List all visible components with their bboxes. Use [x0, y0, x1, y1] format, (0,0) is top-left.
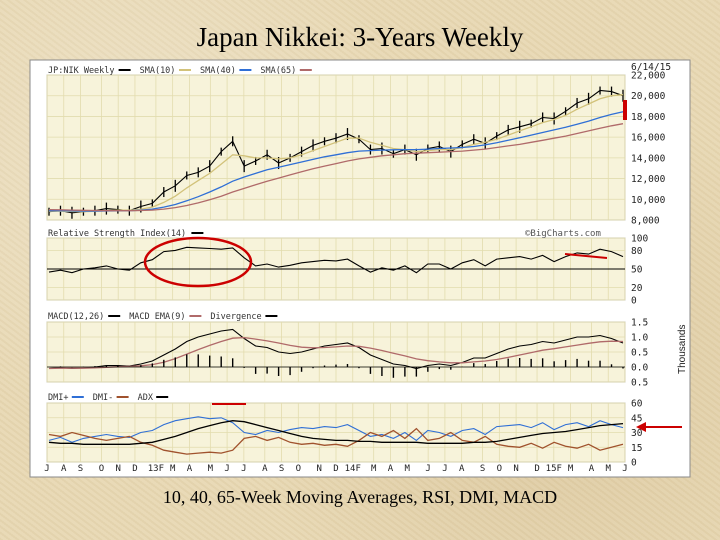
- x-axis-label: M: [568, 464, 574, 474]
- rsi-ytick-label: 80: [631, 246, 643, 257]
- macd-ytick-label: 1.0: [631, 333, 648, 344]
- x-axis-label: J: [425, 464, 430, 474]
- rsi-ytick-label: 0: [631, 296, 637, 307]
- dmi-legend-label: DMI-: [93, 393, 113, 403]
- x-axis-label: J: [622, 464, 627, 474]
- x-axis-label: A: [589, 464, 595, 474]
- price-series-sma-65-: [48, 123, 624, 212]
- rsi-highlight-ellipse: [143, 236, 253, 288]
- dmi-ytick-label: 30: [631, 428, 643, 439]
- x-axis-label: S: [480, 464, 485, 474]
- rsi-legend-label: Relative Strength Index(14): [48, 229, 186, 239]
- x-axis-label: M: [606, 464, 612, 474]
- macd-series-macd-12-26-: [48, 328, 624, 370]
- rsi-ytick-label: 50: [631, 265, 643, 276]
- slide-title: Japan Nikkei: 3-Years Weekly: [196, 22, 524, 52]
- x-axis-label: M: [404, 464, 410, 474]
- price-legend-label: SMA(40): [200, 66, 236, 76]
- dmi-ytick-label: 15: [631, 443, 642, 454]
- macd-ytick-label: 1.5: [631, 318, 648, 329]
- dmi-series-dmi-: [48, 416, 624, 443]
- price-legend-label: SMA(65): [260, 66, 296, 76]
- dmi-arrow-head: [636, 422, 646, 432]
- price-legend-label: JP:NIK Weekly: [48, 66, 115, 76]
- x-axis-label: O: [296, 464, 301, 474]
- x-axis-label: A: [61, 464, 67, 474]
- x-axis-label: D: [132, 464, 137, 474]
- x-axis-label: A: [459, 464, 465, 474]
- rsi-watermark: ©BigCharts.com: [525, 229, 601, 239]
- x-axis-label: 13F: [148, 464, 164, 474]
- dmi-ytick-label: 45: [631, 413, 642, 424]
- price-series-sma-10-: [49, 94, 624, 213]
- x-axis-label: A: [187, 464, 193, 474]
- dmi-series-adx: [48, 420, 624, 445]
- macd-unit-label: Thousands: [677, 325, 688, 374]
- price-ytick-label: 20,000: [631, 91, 666, 102]
- rsi-ytick-label: 100: [631, 234, 648, 245]
- macd-legend-label: MACD EMA(9): [129, 312, 185, 322]
- dmi-legend-label: DMI+: [48, 393, 68, 403]
- price-ytick-label: 10,000: [631, 195, 666, 206]
- price-ytick-label: 16,000: [631, 133, 666, 144]
- price-ytick-label: 8,000: [631, 216, 660, 227]
- x-axis-label: D: [534, 464, 539, 474]
- macd-legend-label: MACD(12,26): [48, 312, 104, 322]
- macd-ytick-label: 0.5: [631, 348, 648, 359]
- x-axis-label: N: [513, 464, 518, 474]
- x-axis-label: S: [78, 464, 83, 474]
- x-axis-label: A: [388, 464, 394, 474]
- x-axis-label: D: [333, 464, 338, 474]
- price-ytick-label: 22,000: [631, 71, 666, 82]
- x-axis-label: J: [442, 464, 447, 474]
- x-axis-label: O: [497, 464, 502, 474]
- x-axis-label: 14F: [345, 464, 361, 474]
- x-axis-label: M: [170, 464, 176, 474]
- x-axis-label: 15F: [546, 464, 562, 474]
- dmi-legend-label: ADX: [138, 393, 154, 403]
- price-date-label: 6/14/15: [631, 62, 671, 73]
- x-axis-label: M: [371, 464, 377, 474]
- x-axis-label: A: [262, 464, 268, 474]
- dmi-ytick-label: 60: [631, 399, 643, 410]
- price-legend-label: SMA(10): [140, 66, 176, 76]
- rsi-trend-marker: [564, 253, 608, 259]
- dmi-ytick-label: 0: [631, 458, 637, 469]
- macd-ytick-label: 0.5: [631, 378, 648, 389]
- x-axis-label: M: [208, 464, 214, 474]
- x-axis-label: O: [99, 464, 104, 474]
- price-ytick-label: 12,000: [631, 174, 666, 185]
- x-axis-label: N: [317, 464, 322, 474]
- rsi-ytick-label: 20: [631, 283, 643, 294]
- macd-legend-label: Divergence: [210, 312, 261, 322]
- x-axis-label: J: [224, 464, 229, 474]
- slide-caption: 10, 40, 65-Week Moving Averages, RSI, DM…: [162, 487, 558, 507]
- macd-ytick-label: 0.0: [631, 363, 648, 374]
- macd-series-macd-ema-9-: [48, 336, 624, 370]
- price-ytick-label: 18,000: [631, 112, 666, 123]
- price-series-jp-nik-weekly: [48, 89, 624, 214]
- price-ytick-label: 14,000: [631, 153, 666, 164]
- x-axis-label: N: [115, 464, 120, 474]
- x-axis-label: S: [279, 464, 284, 474]
- x-axis-label: J: [44, 464, 49, 474]
- x-axis-label: J: [241, 464, 246, 474]
